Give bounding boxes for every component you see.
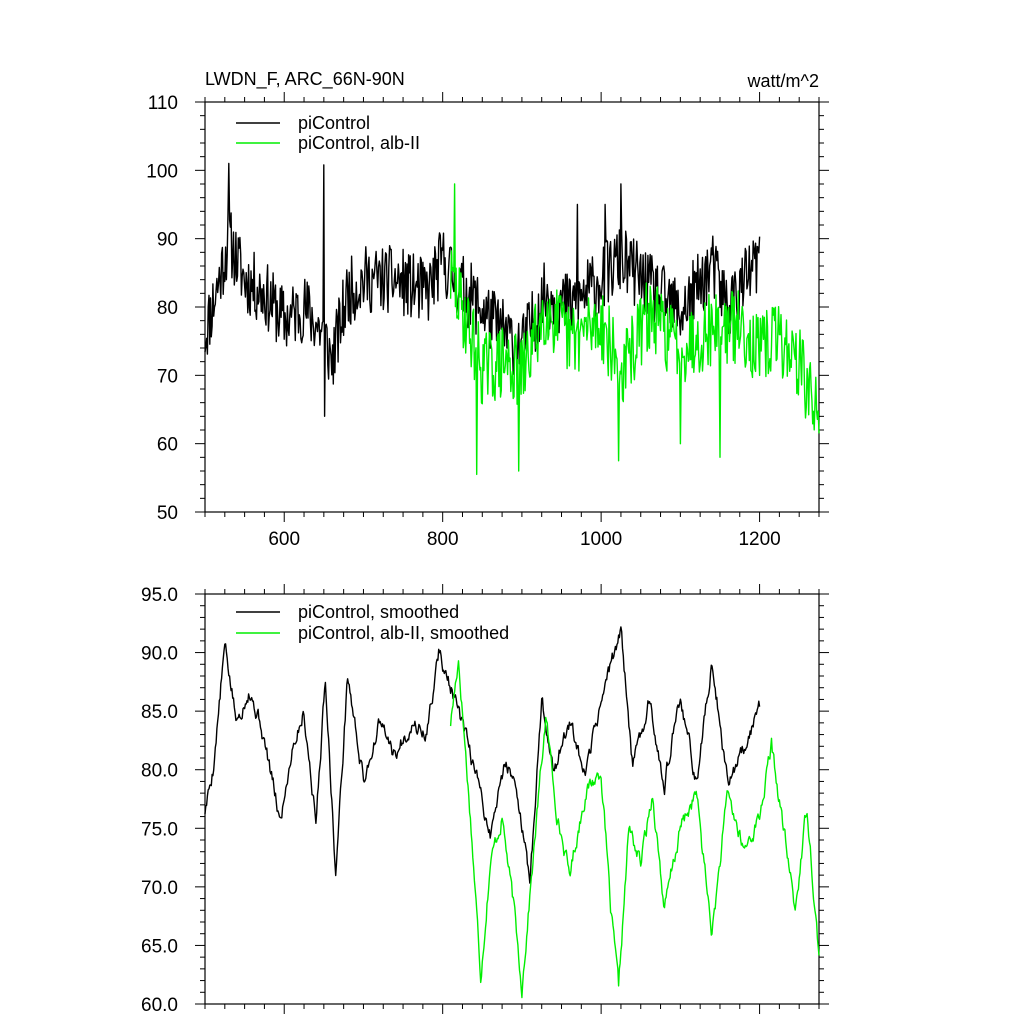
top-chart: LWDN_F, ARC_66N-90N watt/m^2 600 800 1000 1… [146,69,829,550]
top-ytick-label: 100 [146,161,178,182]
bottom-chart: 60.0 65.0 70.0 75.0 80.0 85.0 90.0 95.0 piContr… [141,584,829,1016]
bottom-ticks: 60.0 65.0 70.0 75.0 80.0 85.0 90.0 95.0 [141,584,829,1016]
bottom-ytick-label: 85.0 [141,702,178,723]
top-xtick-label: 600 [268,529,300,550]
bottom-ytick-label: 65.0 [141,936,178,957]
top-legend-label-alb: piControl, alb-II [298,133,420,153]
top-xtick-label: 1000 [580,529,622,550]
top-xtick-label: 1200 [738,529,780,550]
bottom-legend: piControl, smoothed piControl, alb-II, s… [236,602,509,643]
bottom-ytick-label: 80.0 [141,761,178,782]
top-series [204,162,820,476]
bottom-plot-frame [204,593,820,1005]
top-series-line-alb [449,183,820,476]
bottom-ytick-label: 95.0 [141,585,178,606]
top-ticks: 600 800 1000 1200 50 60 70 80 90 100 110 [146,92,829,550]
top-chart-title: LWDN_F, ARC_66N-90N [205,69,405,90]
top-ytick-label: 50 [157,503,178,524]
top-legend: piControl piControl, alb-II [236,113,420,153]
bottom-ytick-label: 70.0 [141,878,178,899]
bottom-ytick-label: 90.0 [141,644,178,665]
top-legend-label-control: piControl [298,113,370,133]
bottom-series-line-control [204,626,761,884]
bottom-series [204,626,820,999]
top-ytick-label: 110 [148,93,178,114]
top-ytick-label: 60 [157,435,178,456]
top-chart-units: watt/m^2 [747,71,819,91]
top-ytick-label: 80 [157,298,178,319]
top-ytick-label: 90 [157,230,178,251]
bottom-ytick-label: 60.0 [141,995,178,1016]
top-xtick-label: 800 [427,529,459,550]
bottom-series-line-alb [449,660,820,999]
bottom-legend-label-alb: piControl, alb-II, smoothed [298,623,509,643]
top-ytick-label: 70 [157,366,178,387]
bottom-ytick-label: 75.0 [141,819,178,840]
bottom-legend-label-control: piControl, smoothed [298,602,459,622]
